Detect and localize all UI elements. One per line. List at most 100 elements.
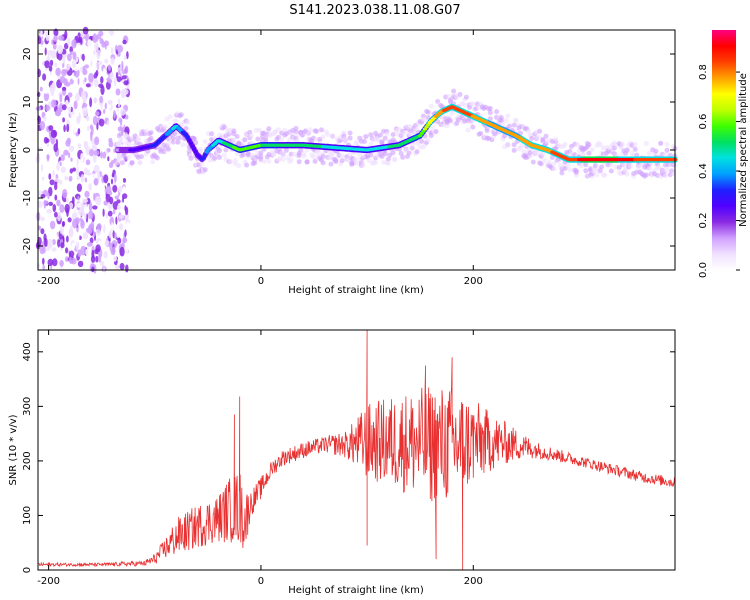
ridge-halo	[500, 121, 506, 127]
ridge-halo	[627, 163, 633, 169]
noise-speckle	[64, 81, 71, 87]
noise-speckle	[109, 196, 114, 205]
noise-speckle	[72, 51, 75, 60]
ridge-halo	[503, 118, 509, 124]
ridge-core	[183, 133, 189, 137]
ridge-halo	[266, 126, 272, 132]
noise-speckle	[123, 80, 129, 86]
noise-speckle	[65, 247, 69, 254]
noise-speckle	[85, 227, 91, 233]
noise-speckle	[100, 261, 105, 267]
ridge-halo	[166, 146, 172, 152]
noise-speckle	[114, 195, 119, 200]
y-tick-label: 0	[22, 567, 33, 573]
ridge-halo	[527, 150, 533, 156]
noise-speckle	[84, 64, 89, 69]
noise-speckle	[48, 65, 53, 72]
ridge-halo	[463, 94, 469, 100]
ridge-halo	[368, 141, 374, 147]
ridge-halo	[546, 160, 552, 165]
ridge-halo	[551, 166, 557, 172]
noise-speckle	[104, 124, 110, 130]
noise-speckle	[111, 222, 114, 231]
noise-speckle	[40, 28, 43, 38]
noise-speckle	[69, 168, 74, 174]
noise-speckle	[93, 178, 99, 186]
ridge-halo	[126, 154, 132, 160]
noise-speckle	[93, 72, 98, 79]
noise-speckle	[63, 42, 69, 50]
noise-speckle	[107, 32, 111, 38]
ridge-halo	[643, 141, 649, 146]
noise-speckle	[112, 201, 119, 210]
noise-speckle	[88, 72, 94, 83]
y-tick-label: 300	[22, 397, 33, 416]
ridge-halo	[537, 128, 543, 134]
noise-speckle	[47, 221, 51, 229]
ridge-halo	[390, 150, 396, 156]
noise-speckle	[93, 164, 100, 174]
ridge-halo	[178, 112, 184, 118]
ridge-core	[187, 138, 192, 142]
ridge-halo	[276, 127, 281, 133]
noise-speckle	[47, 258, 54, 266]
y-tick-label: 200	[22, 451, 33, 470]
ridge-halo	[662, 173, 668, 179]
ridge-halo	[172, 131, 178, 136]
noise-speckle	[72, 167, 76, 172]
noise-speckle	[89, 149, 94, 157]
noise-speckle	[48, 125, 54, 131]
ridge-halo	[390, 132, 396, 137]
ridge-halo	[319, 127, 324, 133]
noise-speckle	[75, 92, 80, 102]
ridge-core	[201, 156, 206, 160]
ridge-halo	[280, 151, 286, 157]
noise-speckle	[66, 37, 71, 46]
ridge-halo	[543, 133, 549, 139]
noise-speckle	[59, 93, 63, 103]
ridge-halo	[664, 147, 670, 153]
spectrogram-panel: -200 0 200 -20 -10 0 10 20 Height of straight l…	[8, 26, 678, 296]
x-tick-label: 200	[464, 576, 483, 587]
noise-speckle	[58, 35, 65, 41]
noise-speckle	[44, 60, 50, 69]
noise-speckle	[51, 247, 57, 252]
ridge-core	[188, 141, 194, 145]
x-tick-label: 200	[464, 276, 483, 287]
ridge-halo	[594, 172, 600, 178]
noise-speckle	[48, 201, 54, 206]
noise-speckle	[94, 42, 99, 51]
noise-speckle	[93, 192, 96, 201]
noise-speckle	[59, 260, 64, 267]
ridge-halo	[505, 142, 511, 148]
colorbar-label: Normalized spectral amplitude	[738, 73, 749, 227]
colorbar: 0.0 0.2 0.4 0.6 0.8 Normalized spectral ampl…	[698, 30, 749, 278]
ridge-halo	[119, 160, 125, 166]
spectrogram-ticks: -200 0 200 -20 -10 0 10 20	[22, 30, 675, 287]
noise-speckle	[67, 53, 72, 62]
noise-speckle	[119, 118, 123, 126]
noise-speckle	[124, 245, 129, 254]
noise-speckle	[112, 209, 116, 215]
noise-speckle	[124, 205, 127, 212]
noise-speckle	[111, 36, 115, 43]
ridge-halo	[624, 147, 630, 153]
ridge-halo	[217, 148, 222, 154]
ridge-halo	[339, 153, 345, 159]
noise-speckle	[39, 139, 42, 144]
noise-speckle	[124, 65, 129, 74]
noise-speckle	[53, 143, 58, 153]
ridge-halo	[586, 142, 592, 148]
ridge-halo	[562, 165, 568, 171]
ridge-halo	[414, 149, 420, 155]
noise-speckle	[54, 62, 58, 68]
ridge-halo	[526, 128, 531, 134]
noise-speckle	[111, 101, 117, 107]
noise-speckle	[110, 57, 115, 65]
noise-speckle	[115, 88, 121, 96]
noise-speckle	[90, 113, 94, 119]
noise-speckle	[108, 230, 112, 239]
noise-speckle	[52, 204, 57, 212]
noise-speckle	[104, 239, 110, 247]
noise-speckle	[81, 53, 85, 62]
